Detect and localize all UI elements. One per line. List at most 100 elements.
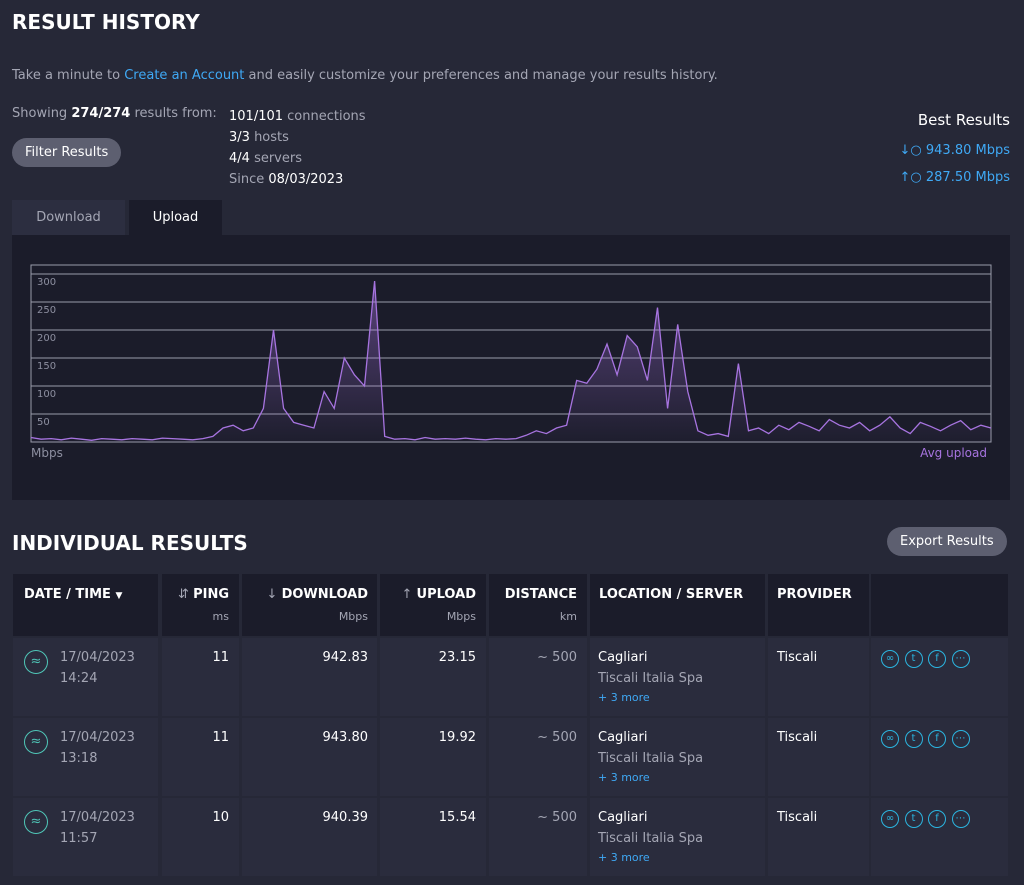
distance: ~ 500 bbox=[537, 810, 577, 825]
time: 11:57 bbox=[60, 831, 98, 846]
row-cell bbox=[590, 798, 765, 876]
row-cell bbox=[768, 718, 869, 796]
share-button[interactable]: f bbox=[928, 730, 946, 748]
share-button[interactable]: f bbox=[928, 810, 946, 828]
connection-icon: ≈ bbox=[24, 730, 48, 754]
column-label[interactable]: UPLOAD bbox=[416, 587, 476, 602]
line bbox=[30, 280, 992, 441]
y-tick-label: 300 bbox=[37, 277, 56, 288]
y-axis-label: Mbps bbox=[31, 446, 63, 460]
share-button[interactable]: ⋯ bbox=[951, 730, 970, 748]
row-cell bbox=[242, 638, 377, 716]
column-label[interactable]: PING bbox=[193, 587, 229, 602]
column-unit: Mbps bbox=[446, 610, 476, 623]
column-label[interactable]: PROVIDER bbox=[777, 587, 852, 602]
value: 943.80 Mbps bbox=[925, 143, 1010, 158]
column-label[interactable]: DISTANCE bbox=[504, 587, 577, 602]
export-button[interactable]: Export Results bbox=[887, 527, 1007, 556]
upload: 19.92 bbox=[438, 730, 476, 745]
count: 3/3 bbox=[229, 130, 250, 145]
share-button[interactable]: ∞ bbox=[881, 810, 899, 828]
location: Cagliari bbox=[598, 730, 648, 745]
date: 17/04/2023 bbox=[60, 650, 135, 665]
distance: ~ 500 bbox=[537, 650, 577, 665]
more-link[interactable]: + 3 more bbox=[598, 691, 650, 704]
column-label[interactable]: DATE / TIME bbox=[24, 587, 111, 602]
header-cell bbox=[489, 574, 587, 636]
time: 13:18 bbox=[60, 751, 98, 766]
header-cell bbox=[162, 574, 239, 636]
more-link[interactable]: + 3 more bbox=[598, 851, 650, 864]
label: Since bbox=[229, 172, 265, 187]
row-cell bbox=[590, 718, 765, 796]
y-tick-label: 100 bbox=[37, 389, 56, 400]
time: 14:24 bbox=[60, 671, 98, 686]
server: Tiscali Italia Spa bbox=[598, 671, 704, 686]
row-cell bbox=[768, 638, 869, 716]
date: 08/03/2023 bbox=[268, 172, 344, 187]
summary-list: 101/101 connections 3/3 hosts 4/4 server… bbox=[229, 106, 366, 190]
header-cell bbox=[380, 574, 486, 636]
row-cell bbox=[242, 798, 377, 876]
more-link[interactable]: + 3 more bbox=[598, 771, 650, 784]
count: 101/101 bbox=[229, 109, 284, 124]
column-header: DATE / TIME ▼ bbox=[24, 587, 123, 602]
y-tick-label: 250 bbox=[37, 305, 56, 316]
share-button[interactable]: ⋯ bbox=[951, 810, 970, 828]
date: 17/04/2023 bbox=[60, 810, 135, 825]
column-unit: Mbps bbox=[338, 610, 368, 623]
y-tick-label: 50 bbox=[37, 417, 50, 428]
column-header: ↑ UPLOAD bbox=[401, 587, 477, 602]
label: results from: bbox=[134, 106, 217, 121]
header-cell bbox=[13, 574, 158, 636]
intro: Take a minute to Create an Account and e… bbox=[12, 68, 718, 83]
chart: Mbps Avg upload 50 100 150 200 250 300 bbox=[12, 235, 1010, 500]
provider: Tiscali bbox=[777, 650, 818, 665]
column-label[interactable]: LOCATION / SERVER bbox=[599, 587, 744, 602]
column-unit: ms bbox=[212, 610, 229, 623]
header-cell bbox=[242, 574, 377, 636]
page-title: RESULT HISTORY bbox=[12, 10, 200, 34]
y-tick-label: 150 bbox=[37, 361, 56, 372]
plot-frame bbox=[30, 264, 992, 443]
column-header: LOCATION / SERVER bbox=[599, 587, 743, 602]
section-title: INDIVIDUAL RESULTS bbox=[12, 531, 248, 555]
share-button[interactable]: t bbox=[904, 730, 923, 748]
share-button[interactable]: ∞ bbox=[881, 650, 899, 668]
filter-button[interactable]: Filter Results bbox=[12, 138, 122, 167]
provider: Tiscali bbox=[777, 730, 818, 745]
column-header: PROVIDER bbox=[777, 587, 852, 602]
row-cell bbox=[380, 718, 486, 796]
location: Cagliari bbox=[598, 810, 648, 825]
location: Cagliari bbox=[598, 650, 648, 665]
area bbox=[31, 281, 991, 442]
column-header: ⇵ PING bbox=[178, 587, 229, 602]
share-button[interactable]: t bbox=[904, 810, 923, 828]
share-button[interactable]: ⋯ bbox=[951, 650, 970, 668]
create-account-link[interactable]: Create an Account bbox=[124, 68, 245, 83]
y-tick-label: 200 bbox=[37, 333, 56, 344]
tab-upload[interactable]: Upload bbox=[129, 200, 222, 235]
share-button[interactable]: f bbox=[928, 650, 946, 668]
showing: Showing 274/274 results from: bbox=[12, 106, 217, 121]
share-button[interactable]: t bbox=[904, 650, 923, 668]
row-cell bbox=[590, 638, 765, 716]
row-cell bbox=[489, 638, 587, 716]
row-cell bbox=[380, 798, 486, 876]
column-label[interactable]: DOWNLOAD bbox=[281, 587, 368, 602]
best-results-title: Best Results bbox=[917, 111, 1010, 129]
row-cell bbox=[162, 798, 239, 876]
ping: 10 bbox=[212, 810, 229, 825]
row-cell bbox=[242, 718, 377, 796]
row-cell bbox=[162, 718, 239, 796]
row-cell bbox=[489, 798, 587, 876]
row-cell bbox=[489, 718, 587, 796]
share-button[interactable]: ∞ bbox=[881, 730, 899, 748]
tab-label: Upload bbox=[152, 210, 199, 225]
column-header: ↓ DOWNLOAD bbox=[266, 587, 368, 602]
ping: 11 bbox=[212, 650, 229, 665]
download: 940.39 bbox=[322, 810, 369, 825]
tab-download[interactable]: Download bbox=[12, 200, 125, 235]
row-cell bbox=[162, 638, 239, 716]
